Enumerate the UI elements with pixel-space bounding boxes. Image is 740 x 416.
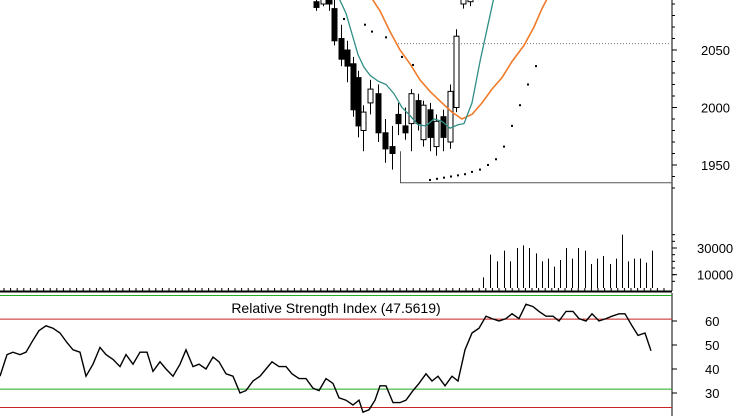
candle xyxy=(408,89,415,152)
volume-panel: 10000 30000 xyxy=(483,234,733,288)
candle xyxy=(433,114,440,156)
parabolic-sar-dots xyxy=(332,12,537,181)
sar-dot xyxy=(371,30,373,33)
sar-dot xyxy=(443,176,445,179)
candle-body xyxy=(360,111,367,131)
candle-body xyxy=(313,1,320,8)
candle xyxy=(460,0,467,9)
time-axis-ticks xyxy=(3,288,665,291)
volume-bars xyxy=(483,234,653,288)
candle-body xyxy=(350,63,357,111)
rsi-panel: Relative Strength Index (47.5619) 30 40 50… xyxy=(0,295,719,414)
candle xyxy=(402,107,409,140)
sar-dot xyxy=(364,23,366,26)
price-tick-label: 1950 xyxy=(701,158,730,173)
candle xyxy=(344,40,351,83)
candle xyxy=(355,70,362,138)
candle xyxy=(331,0,338,46)
rsi-tick-label: 30 xyxy=(705,386,719,401)
candle-body xyxy=(320,0,327,5)
candle-body xyxy=(395,113,402,125)
candle xyxy=(453,29,460,113)
ma-slow-line xyxy=(371,0,548,120)
candle-body xyxy=(375,93,382,134)
candle-body xyxy=(408,93,415,125)
sar-dot xyxy=(471,170,473,173)
candle xyxy=(313,0,320,11)
sar-dot xyxy=(457,174,459,177)
sar-dot xyxy=(343,17,345,20)
dotted-levels xyxy=(398,43,672,45)
rsi-title: Relative Strength Index (47.5619) xyxy=(231,300,440,316)
candle-body xyxy=(440,116,447,138)
candle-body xyxy=(467,0,474,3)
candle-body xyxy=(420,104,427,141)
sar-dot xyxy=(412,63,414,66)
candle xyxy=(389,125,396,170)
candle-body xyxy=(415,100,422,125)
rsi-tick-label: 60 xyxy=(705,314,719,329)
candle xyxy=(447,84,454,149)
price-panel: 1950 2000 2050 xyxy=(313,0,730,189)
candle-body xyxy=(367,88,374,104)
candle-body xyxy=(338,38,345,60)
sar-dot xyxy=(519,104,521,107)
candlesticks xyxy=(313,0,474,170)
candle-body xyxy=(355,77,362,127)
candle-body xyxy=(344,49,351,67)
candle xyxy=(467,0,474,7)
candle-body xyxy=(433,120,440,148)
price-y-axis: 1950 2000 2050 xyxy=(672,3,730,189)
sar-dot xyxy=(429,178,431,181)
sar-dot xyxy=(495,158,497,161)
volume-y-axis: 10000 30000 xyxy=(672,234,733,283)
sar-dot xyxy=(385,36,387,39)
rsi-tick-label: 50 xyxy=(705,338,719,353)
candle xyxy=(440,109,447,152)
candle-body xyxy=(326,0,333,5)
candle xyxy=(367,79,374,115)
sar-dot xyxy=(450,175,452,178)
candle xyxy=(360,105,367,152)
sar-dot xyxy=(535,65,537,68)
candle xyxy=(382,119,389,163)
sar-dot xyxy=(527,83,529,86)
volume-tick-label: 30000 xyxy=(697,241,733,256)
rsi-line xyxy=(0,303,652,414)
candle xyxy=(420,100,427,147)
sar-dot xyxy=(479,168,481,171)
candle-body xyxy=(331,8,338,42)
candle xyxy=(320,0,327,7)
ma-fast-line xyxy=(339,0,495,129)
rsi-y-axis: 30 40 50 60 xyxy=(672,314,719,401)
price-tick-label: 2000 xyxy=(701,101,730,116)
candle xyxy=(338,24,345,67)
sar-dot xyxy=(464,173,466,176)
candle-body xyxy=(382,132,389,150)
rsi-tick-label: 40 xyxy=(705,362,719,377)
sar-dot xyxy=(401,55,403,58)
sar-dot xyxy=(503,145,505,148)
sar-dot xyxy=(436,177,438,180)
price-tick-label: 2050 xyxy=(701,43,730,58)
sar-dot xyxy=(511,124,513,127)
candle xyxy=(375,84,382,142)
candle xyxy=(395,102,402,136)
candle-body xyxy=(460,0,467,5)
candle-body xyxy=(389,146,396,155)
candle xyxy=(350,56,357,117)
volume-tick-label: 10000 xyxy=(697,268,733,283)
candle-body xyxy=(453,35,460,109)
candle-body xyxy=(447,90,454,143)
candle-body xyxy=(402,125,409,134)
candle xyxy=(326,0,333,11)
sar-dot xyxy=(487,164,489,166)
